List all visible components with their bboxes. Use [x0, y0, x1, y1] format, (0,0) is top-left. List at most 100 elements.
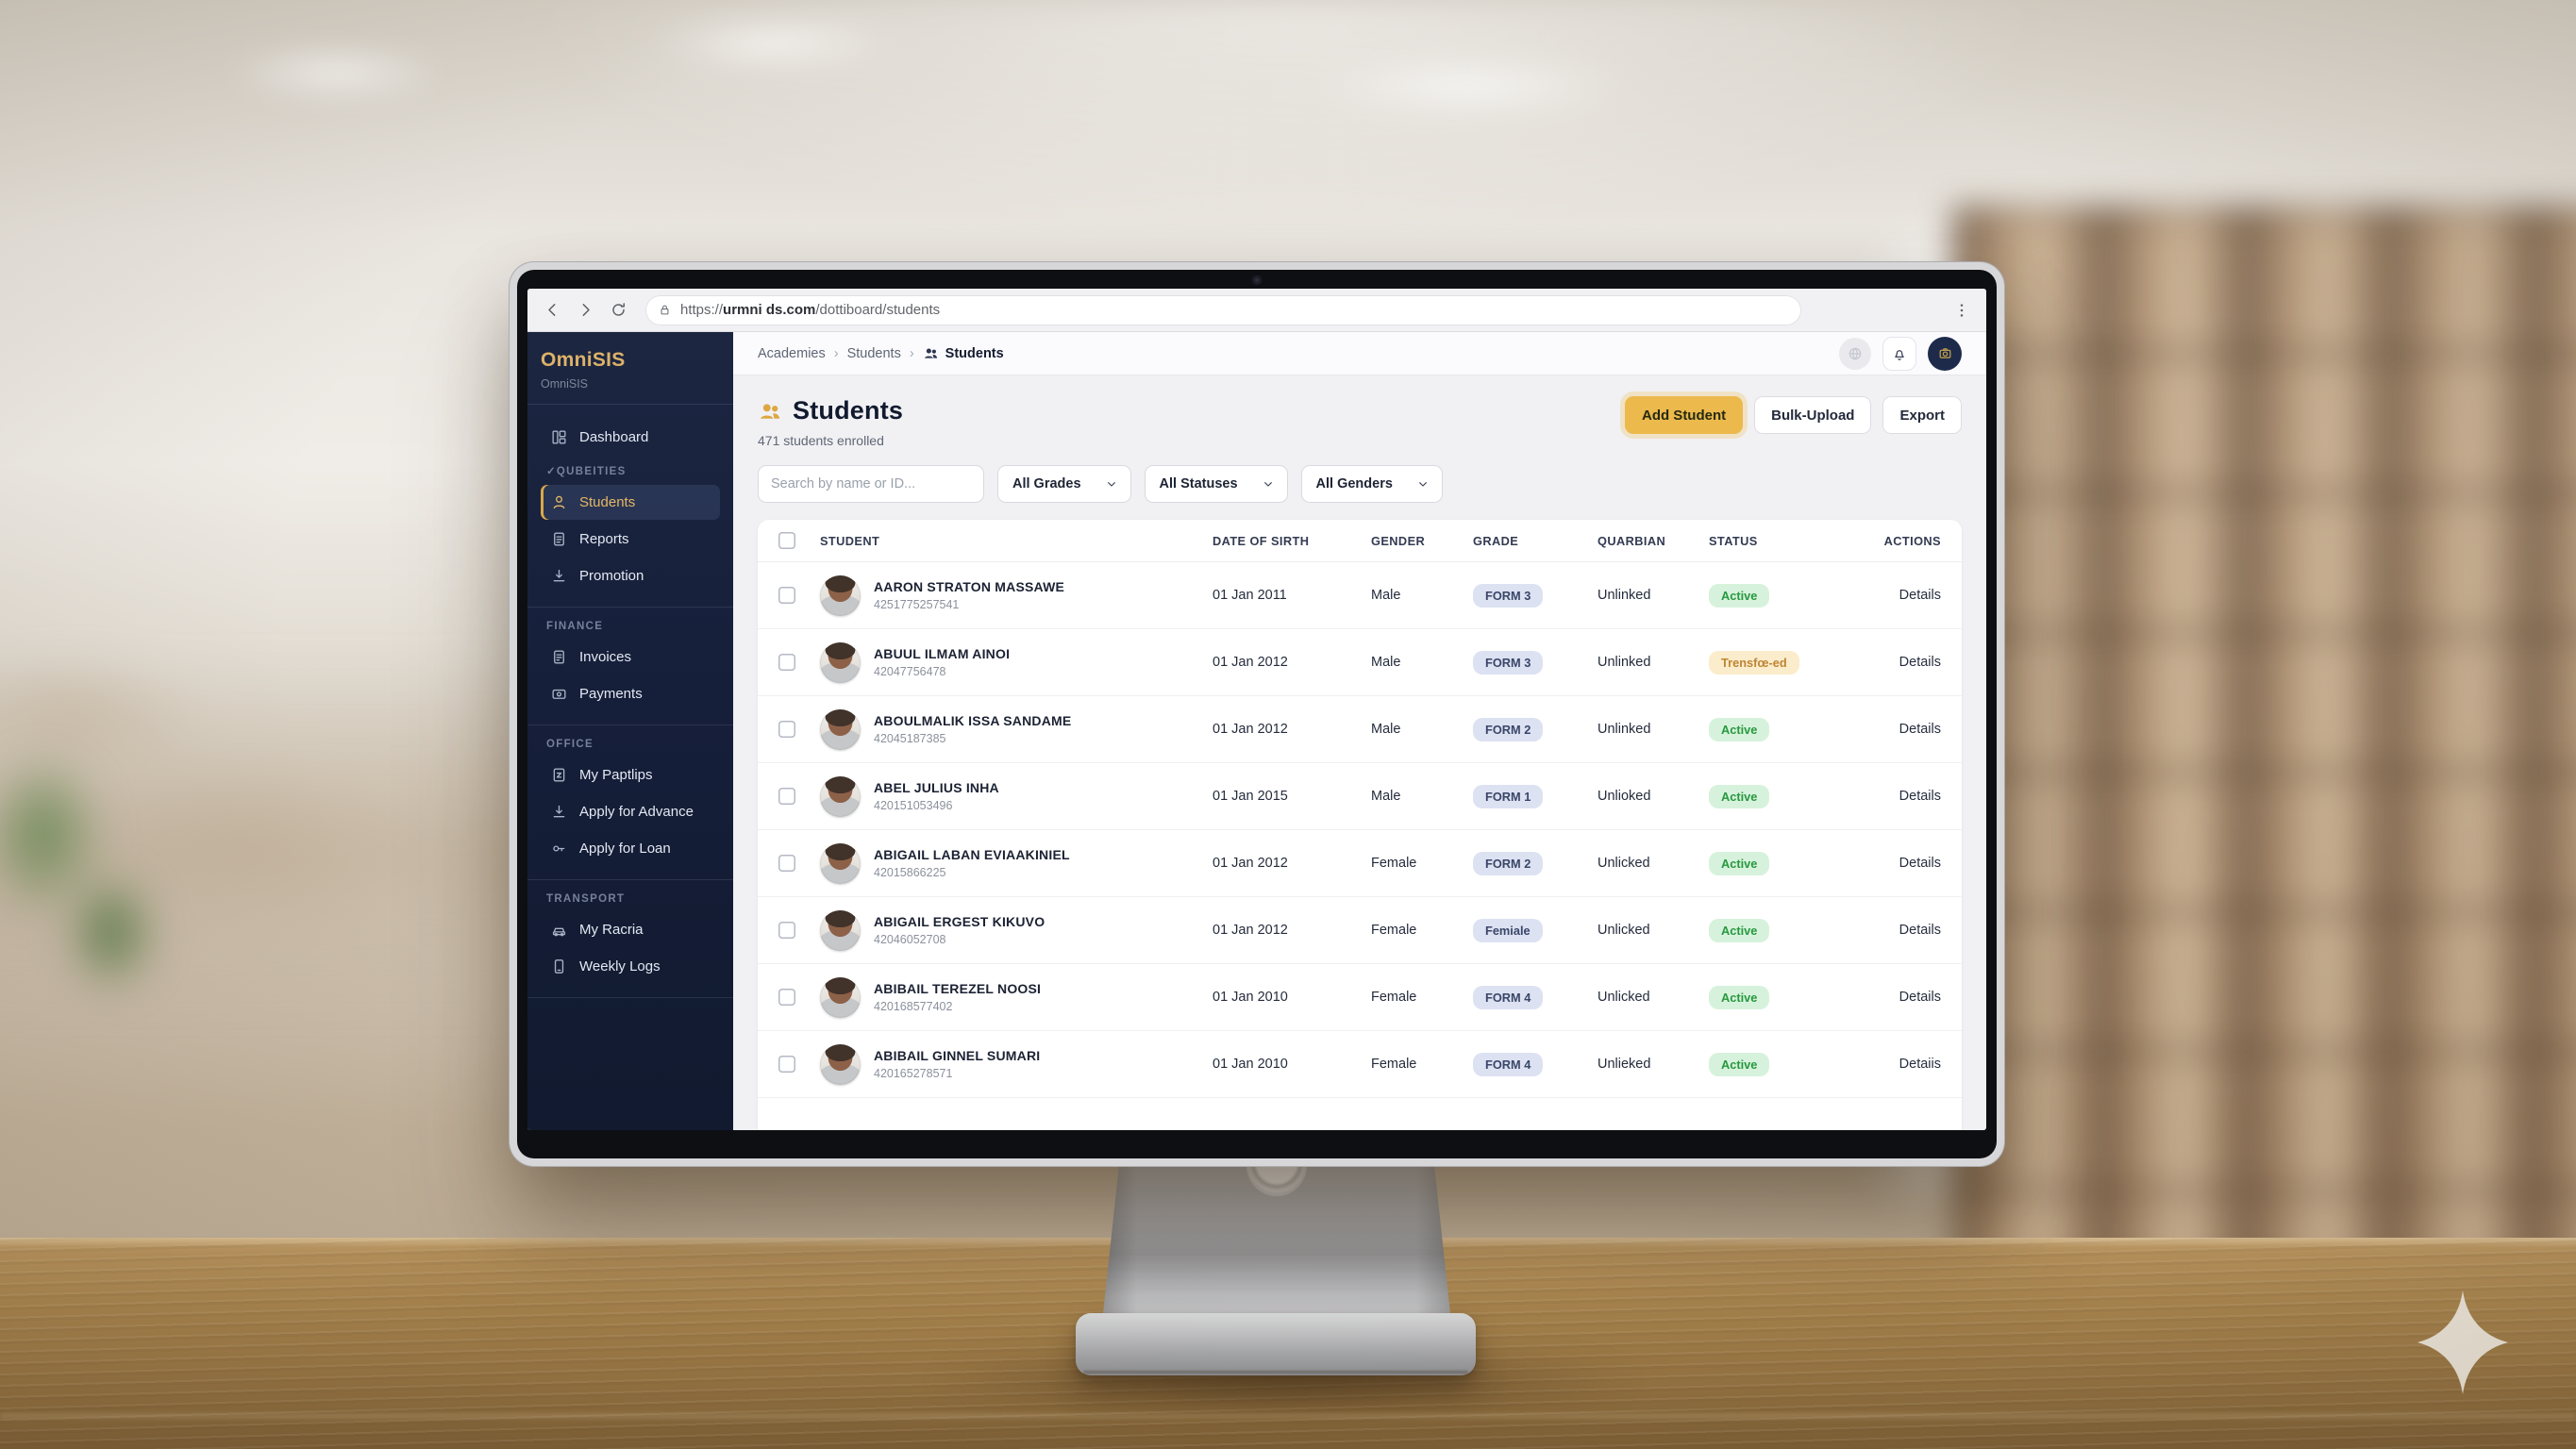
sidebar-item-weekly-logs[interactable]: Weekly Logs — [541, 949, 720, 984]
search-input[interactable]: Search by name or ID... — [758, 465, 984, 503]
details-link[interactable]: Details — [1899, 588, 1941, 603]
browser-menu-icon[interactable] — [1952, 301, 1971, 320]
status-badge: Active — [1709, 1052, 1770, 1076]
advance-icon — [550, 803, 568, 821]
refresh-icon[interactable] — [609, 300, 628, 320]
status-badge: Active — [1709, 918, 1770, 942]
sidebar-item-apply-for-advance[interactable]: Apply for Advance — [541, 794, 720, 829]
bulk-upload-button[interactable]: Bulk-Upload — [1754, 396, 1872, 434]
details-link[interactable]: Details — [1899, 923, 1941, 938]
table-row: ABIGAIL ERGEST KIKUVO 42046052708 01 Jan 2… — [758, 897, 1962, 964]
row-checkbox[interactable] — [778, 721, 795, 738]
col-actions: ACTIONS — [1883, 533, 1941, 548]
breadcrumb-link[interactable]: Students — [846, 345, 901, 361]
sidebar-item-my-racria[interactable]: My Racria — [541, 912, 720, 947]
row-checkbox[interactable] — [778, 855, 795, 872]
sidebar-item-dashboard[interactable]: Dashboard — [541, 420, 720, 455]
export-button[interactable]: Export — [1882, 396, 1962, 434]
row-checkbox[interactable] — [778, 1056, 795, 1073]
globe-icon — [1847, 345, 1864, 362]
details-link[interactable]: Details — [1899, 990, 1941, 1005]
row-checkbox[interactable] — [778, 922, 795, 939]
student-id: 420165278571 — [874, 1067, 953, 1080]
url-text: https://urmni ds.com/dottiboard/students — [680, 302, 941, 318]
select-all-checkbox[interactable] — [778, 532, 795, 549]
student-name: ABIGAIL ERGEST KIKUVO — [874, 914, 1045, 929]
student-id: 42047756478 — [874, 665, 946, 678]
lock-icon — [658, 303, 672, 317]
table-row: ABIGAIL LABAN EVIAAKINIEL 42015866225 01 J… — [758, 830, 1962, 897]
dob-cell: 01 Jan 2012 — [1213, 856, 1288, 871]
topbar: Academies › Students › Students — [733, 332, 1986, 375]
sidebar-item-invoices[interactable]: Invoices — [541, 640, 720, 675]
chevron-down-icon — [1104, 476, 1119, 491]
logs-icon — [550, 958, 568, 975]
sidebar-item-label: Weekly Logs — [579, 958, 661, 974]
sidebar-item-payments[interactable]: Payments — [541, 676, 720, 711]
statuses-filter[interactable]: All Statuses — [1144, 465, 1288, 503]
sidebar-item-promotion[interactable]: Promotion — [541, 558, 720, 593]
breadcrumb-separator: › — [909, 345, 914, 361]
address-bar[interactable]: https://urmni ds.com/dottiboard/students — [645, 294, 1801, 325]
divider — [527, 997, 733, 998]
student-avatar — [820, 575, 861, 616]
sidebar-item-label: Invoices — [579, 649, 632, 665]
row-checkbox[interactable] — [778, 989, 795, 1006]
sidebar-item-label: Apply for Loan — [579, 841, 671, 857]
student-avatar — [820, 708, 861, 750]
divider — [527, 879, 733, 880]
status-badge: Active — [1709, 583, 1770, 608]
sidebar-section-label: OFFICE — [546, 739, 594, 750]
details-link[interactable]: Details — [1899, 722, 1941, 737]
sidebar-item-reports[interactable]: Reports — [541, 522, 720, 557]
details-link[interactable]: Details — [1899, 789, 1941, 804]
gender-cell: Female — [1371, 1057, 1417, 1072]
student-name: ABUUL ILMAM AINOI — [874, 646, 1011, 661]
camera-icon — [1937, 345, 1953, 361]
add-student-button[interactable]: Add Student — [1624, 396, 1744, 434]
notifications-button[interactable] — [1882, 336, 1916, 371]
col-dob: DATE OF SIRTH — [1213, 533, 1310, 548]
sidebar-item-apply-for-loan[interactable]: Apply for Loan — [541, 831, 720, 866]
grade-badge: FORM 1 — [1473, 784, 1544, 808]
details-link[interactable]: Detaiis — [1899, 1057, 1941, 1072]
user-avatar[interactable] — [1928, 336, 1962, 371]
row-checkbox[interactable] — [778, 587, 795, 604]
sidebar: OmniSIS OmniSIS Dashboard ✓QUBEITIES Stude… — [527, 332, 733, 1130]
sidebar-item-label: My Paptlips — [579, 767, 653, 783]
monitor-stand-base — [1076, 1313, 1476, 1375]
row-checkbox[interactable] — [778, 788, 795, 805]
student-id: 420151053496 — [874, 799, 953, 812]
grades-filter[interactable]: All Grades — [997, 465, 1131, 503]
details-link[interactable]: Details — [1899, 655, 1941, 670]
sidebar-item-students[interactable]: Students — [541, 485, 720, 520]
student-avatar — [820, 909, 861, 951]
settings-button[interactable] — [1839, 337, 1871, 370]
divider — [527, 724, 733, 725]
student-avatar — [820, 775, 861, 817]
table-row: ABOULMALIK ISSA SANDAME 42045187385 01 Jan… — [758, 696, 1962, 763]
row-checkbox[interactable] — [778, 654, 795, 671]
table-row: ABEL JULIUS INHA 420151053496 01 Jan 2015 M… — [758, 763, 1962, 830]
breadcrumb-link[interactable]: Academies — [758, 345, 826, 361]
col-grade: GRADE — [1473, 533, 1519, 548]
genders-filter[interactable]: All Genders — [1300, 465, 1443, 503]
download-icon — [550, 567, 568, 585]
payslip-icon — [550, 766, 568, 784]
app-logo: OmniSIS — [541, 349, 626, 371]
sidebar-item-my-paptlips[interactable]: My Paptlips — [541, 758, 720, 792]
grade-badge: FORM 4 — [1473, 1052, 1544, 1076]
app: OmniSIS OmniSIS Dashboard ✓QUBEITIES Stude… — [527, 332, 1986, 1130]
details-link[interactable]: Details — [1899, 856, 1941, 871]
sidebar-item-label: My Racria — [579, 922, 644, 938]
content: Students 471 students enrolled Add Stude… — [733, 375, 1986, 1130]
forward-icon[interactable] — [576, 300, 595, 320]
browser-toolbar: https://urmni ds.com/dottiboard/students — [527, 289, 1986, 332]
col-status: STATUS — [1709, 533, 1758, 548]
main-area: Academies › Students › Students — [733, 332, 1986, 1130]
dob-cell: 01 Jan 2012 — [1213, 722, 1288, 737]
table-header: STUDENT DATE OF SIRTH GENDER GRADE QUARB… — [758, 520, 1962, 562]
plant — [0, 708, 179, 1028]
back-icon[interactable] — [543, 300, 562, 320]
